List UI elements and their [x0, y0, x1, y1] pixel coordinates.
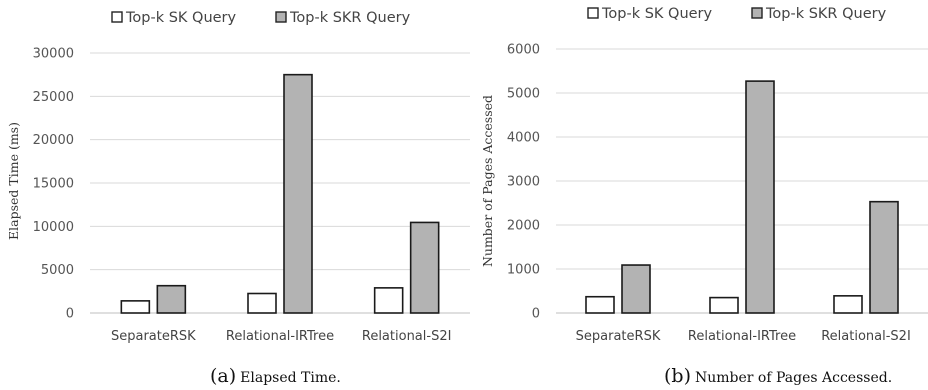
chart-a-grid: [90, 52, 470, 314]
x-category-label: Relational-S2I: [821, 329, 911, 344]
chart-b-y-axis-label: Number of Pages Accessed: [480, 95, 495, 267]
legend-label-sk: Top-k SK Query: [125, 10, 237, 26]
y-tick-label: 2000: [507, 219, 540, 234]
y-tick-label: 3000: [507, 175, 540, 190]
bar-sk-1: [120, 300, 151, 314]
chart-a-legend: Top-k SK Query Top-k SKR Query: [111, 10, 411, 26]
y-tick-label: 20000: [33, 133, 74, 148]
bar-sk-2: [247, 292, 277, 314]
y-tick-label: 15000: [33, 177, 74, 192]
bar-skr-2: [745, 80, 775, 314]
bar-skr-1: [621, 264, 651, 314]
chart-a: 0 5000 10000 15000 20000 25000 30000 SeparateR…: [6, 10, 470, 387]
chart-b-grid: [556, 48, 928, 314]
svg-text:(b)Number of Pages Accessed.: (b) Number of Pages Accessed.: [664, 365, 892, 387]
legend-label-sk: Top-k SK Query: [601, 6, 713, 22]
chart-a-bars: [120, 73, 440, 314]
x-category-label: SeparateRSK: [576, 329, 661, 344]
legend-swatch-sk: [111, 11, 123, 23]
bar-sk-1: [585, 295, 615, 314]
x-category-label: Relational-S2I: [362, 329, 452, 344]
bar-sk-3: [833, 295, 863, 314]
y-tick-label: 30000: [33, 47, 74, 62]
x-category-label: SeparateRSK: [111, 329, 196, 344]
chart-b-legend: Top-k SK Query Top-k SKR Query: [587, 6, 887, 22]
chart-a-yticks: 0 5000 10000 15000 20000 25000 30000: [33, 47, 74, 322]
chart-a-caption-text: Elapsed Time.: [240, 370, 341, 386]
y-tick-label: 1000: [507, 263, 540, 278]
y-tick-label: 6000: [507, 43, 540, 58]
y-tick-label: 25000: [33, 90, 74, 105]
bar-skr-3: [869, 200, 899, 314]
chart-a-caption: (a) Elapsed Time.: [210, 365, 341, 387]
y-tick-label: 10000: [33, 220, 74, 235]
legend-swatch-skr: [751, 7, 763, 19]
bar-skr-1: [156, 284, 187, 314]
svg-text:(a)Elapsed Time.: (a) Elapsed Time.: [210, 365, 341, 387]
x-category-label: Relational-IRTree: [688, 329, 796, 344]
legend-swatch-sk: [587, 7, 599, 19]
chart-b-xcats: SeparateRSK Relational-IRTree Relational-S…: [576, 329, 911, 344]
y-tick-label: 4000: [507, 131, 540, 146]
bar-skr-2: [283, 73, 313, 314]
y-tick-label: 5000: [507, 87, 540, 102]
legend-label-skr: Top-k SKR Query: [765, 6, 887, 22]
chart-a-xcats: SeparateRSK Relational-IRTree Relational-S…: [111, 329, 451, 344]
y-tick-label: 0: [532, 307, 540, 322]
chart-b-yticks: 0 1000 2000 3000 4000 5000 6000: [507, 43, 540, 322]
chart-b-caption: (b) Number of Pages Accessed.: [664, 365, 892, 387]
x-category-label: Relational-IRTree: [226, 329, 334, 344]
y-tick-label: 5000: [41, 263, 74, 278]
legend-swatch-skr: [275, 11, 287, 23]
legend-label-skr: Top-k SKR Query: [289, 10, 411, 26]
chart-b-bars: [585, 80, 899, 314]
chart-a-y-axis-label: Elapsed Time (ms): [6, 122, 21, 240]
chart-b-caption-text: Number of Pages Accessed.: [695, 370, 892, 386]
y-tick-label: 0: [66, 307, 74, 322]
chart-b: 0 1000 2000 3000 4000 5000 6000 SeparateRSK Rel…: [480, 6, 928, 387]
bar-sk-3: [373, 287, 404, 314]
bar-sk-2: [709, 296, 739, 314]
bar-skr-3: [409, 221, 440, 314]
chart-b-caption-letter: (b): [664, 365, 691, 387]
chart-a-caption-letter: (a): [210, 365, 236, 387]
